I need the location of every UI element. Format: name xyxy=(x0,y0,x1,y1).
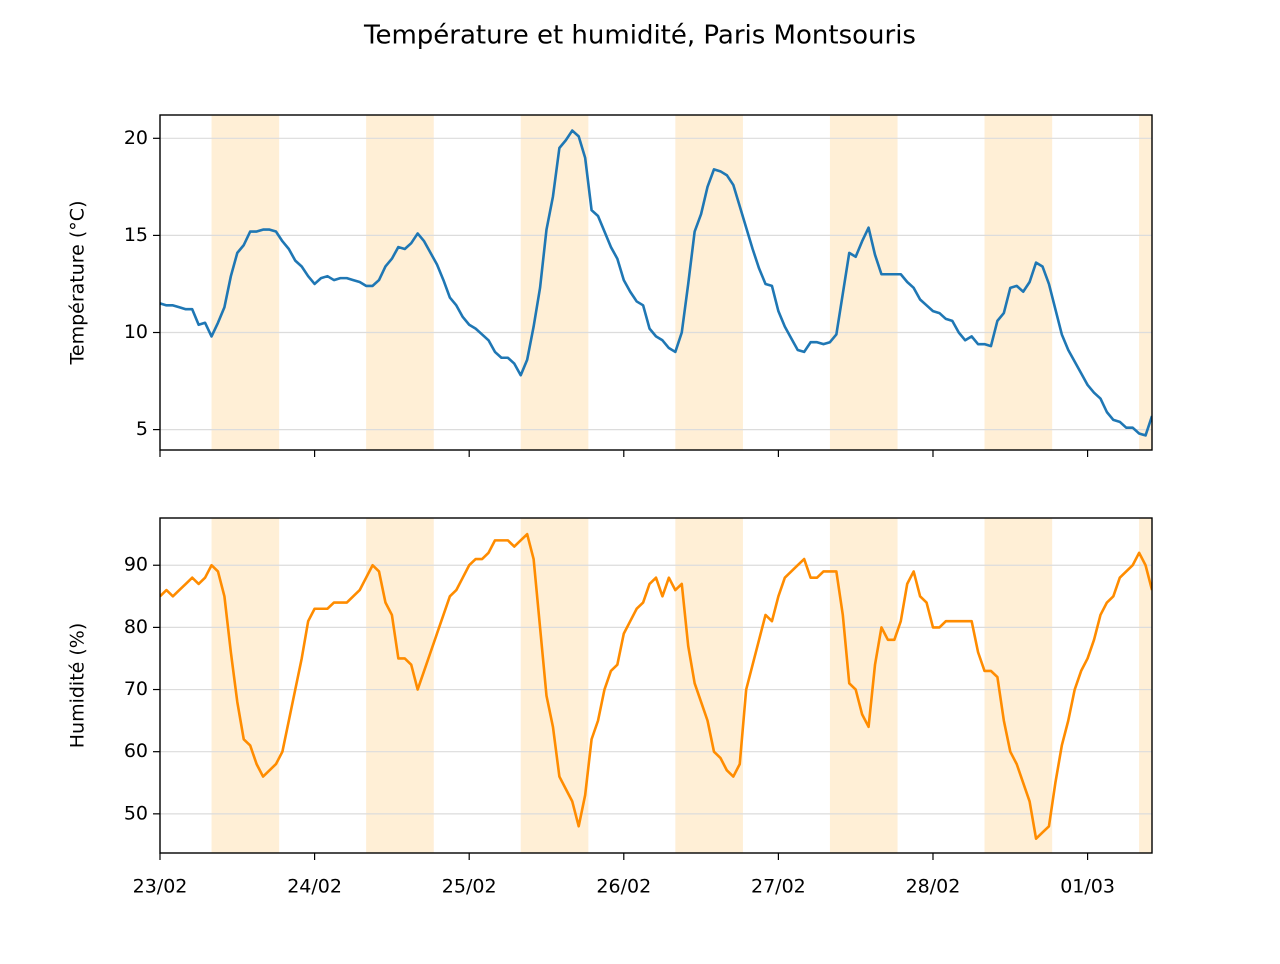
data-line xyxy=(160,129,1152,437)
data-line xyxy=(160,532,1152,841)
y-tick-label: 15 xyxy=(124,224,148,246)
plot-area xyxy=(160,518,1152,853)
y-tick-label: 60 xyxy=(124,740,148,762)
day-span xyxy=(984,518,1053,853)
day-span xyxy=(366,518,434,853)
day-span xyxy=(211,115,280,450)
axes-frame xyxy=(159,517,1153,854)
figure-title: Température et humidité, Paris Montsouri… xyxy=(363,21,916,51)
y-tick-label: 90 xyxy=(124,554,148,576)
x-tick-label: 27/02 xyxy=(751,876,806,898)
y-tick-label: 80 xyxy=(124,616,148,638)
day-span xyxy=(675,115,743,450)
day-span xyxy=(520,518,589,853)
axes-frame xyxy=(159,114,1153,451)
y-tick-label: 70 xyxy=(124,678,148,700)
x-tick-label: 23/02 xyxy=(133,876,188,898)
x-tick-label: 26/02 xyxy=(596,876,651,898)
day-span xyxy=(1139,115,1152,450)
x-tick-label: 01/03 xyxy=(1060,876,1115,898)
y-axis-label: Humidité (%) xyxy=(67,623,89,749)
x-tick-label: 24/02 xyxy=(287,876,342,898)
y-tick-label: 5 xyxy=(136,418,148,440)
x-tick-label: 25/02 xyxy=(442,876,497,898)
day-span xyxy=(211,518,280,853)
day-span xyxy=(1139,518,1152,853)
y-tick-label: 50 xyxy=(124,802,148,824)
day-span xyxy=(984,115,1053,450)
day-span xyxy=(675,518,743,853)
x-tick-label: 28/02 xyxy=(906,876,961,898)
y-tick-label: 10 xyxy=(124,321,148,343)
day-span xyxy=(829,518,898,853)
y-tick-label: 20 xyxy=(124,127,148,149)
y-axis-label: Température (°C) xyxy=(67,201,89,366)
day-span xyxy=(520,115,589,450)
plot-area xyxy=(160,115,1152,450)
day-span xyxy=(829,115,898,450)
